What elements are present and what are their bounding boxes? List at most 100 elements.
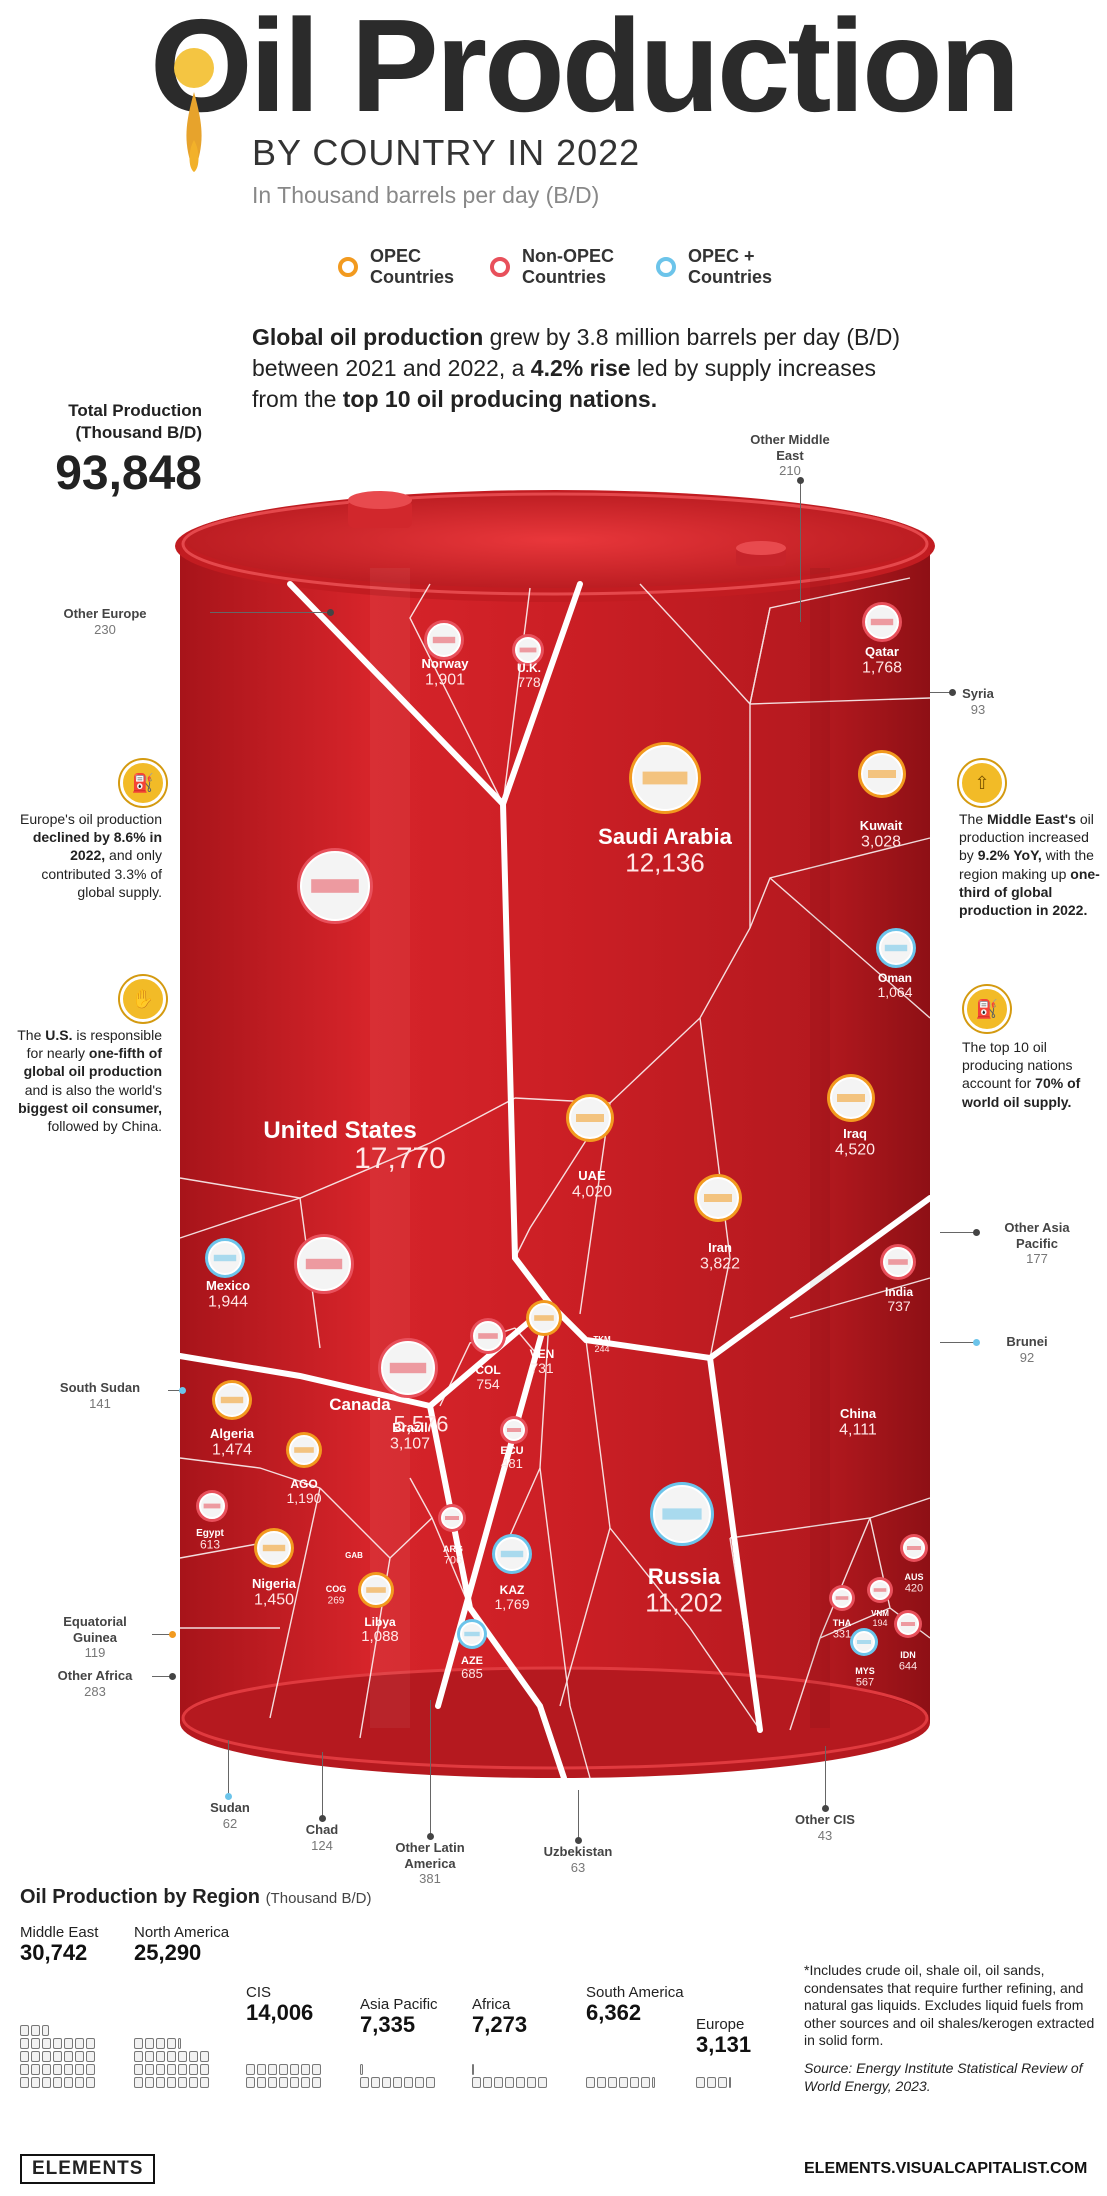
value-algeria: 1,474 <box>212 1441 252 1458</box>
region-barrel-africa <box>472 2077 481 2088</box>
intro-bold-5: top 10 oil producing nations. <box>342 385 658 412</box>
leader-line-other-middle-east <box>800 480 801 622</box>
value-iran: 3,822 <box>700 1255 740 1272</box>
region-barrel-north-america <box>134 2077 143 2088</box>
region-barrel-middle-east <box>86 2038 95 2049</box>
region-barrel-middle-east <box>64 2038 73 2049</box>
label-iran: Iran <box>708 1240 732 1255</box>
region-barrel-middle-east <box>31 2038 40 2049</box>
arrow-up-icon: ⇧ <box>959 760 1005 806</box>
flag-mys <box>850 1628 878 1656</box>
total-production-value: 93,848 <box>55 447 202 500</box>
region-barrel-cis <box>301 2064 310 2075</box>
flag-band-mys <box>857 1640 871 1644</box>
legend-opec-label: OPEC Countries <box>370 246 455 287</box>
region-value-europe: 3,131 <box>696 2032 752 2057</box>
region-barrel-north-america <box>167 2064 176 2075</box>
value-arg: 706 <box>444 1554 462 1566</box>
outside-label-name: South Sudan <box>59 1380 141 1395</box>
region-name-asia-pacific: Asia Pacific <box>360 1996 438 2013</box>
region-barrel-middle-east <box>75 2064 84 2075</box>
label-gab: GAB <box>345 1551 363 1560</box>
flag-band-canada <box>305 1258 343 1270</box>
europe-callout-text-c: and only contributed 3.3% of global supp… <box>41 847 162 900</box>
leader-dot-other-asia-pacific <box>973 1229 980 1236</box>
region-barrel-cis <box>279 2077 288 2088</box>
region-barrel-asia-pacific <box>426 2077 435 2088</box>
outside-label-value: 230 <box>94 621 116 637</box>
region-barrel-north-america <box>156 2051 165 2062</box>
region-barrel-middle-east <box>53 2051 62 2062</box>
flag-band-norway <box>432 636 456 644</box>
value-russia: 11,202 <box>645 1588 723 1618</box>
leader-line-other-asia-pacific <box>940 1232 976 1233</box>
flag-qatar <box>862 602 902 642</box>
region-barrel-europe <box>718 2077 727 2088</box>
flag-saudi-arabia <box>629 742 701 814</box>
outside-label-name: Syria <box>962 686 994 701</box>
label-india: India <box>885 1285 913 1299</box>
label-tkm: TKM <box>593 1335 611 1344</box>
label-norway: Norway <box>422 656 470 671</box>
leader-dot-syria <box>949 689 956 696</box>
legend-opec-plus: OPEC + Countries <box>656 246 788 287</box>
value-canada: 5,576 <box>393 1411 448 1436</box>
leader-dot-brunei <box>973 1339 980 1346</box>
region-barrel-middle-east <box>75 2038 84 2049</box>
value-mexico: 1,944 <box>208 1293 248 1310</box>
page-title: Oil Production <box>150 0 1020 139</box>
label-uae: UAE <box>578 1168 606 1183</box>
region-barrel-middle-east <box>20 2051 29 2062</box>
region-name-south-america: South America <box>586 1984 684 2001</box>
footnote: *Includes crude oil, shale oil, oil sand… <box>804 1962 1095 2048</box>
leader-dot-other-latin-america <box>427 1833 434 1840</box>
outside-label-name: Brunei <box>1006 1334 1048 1349</box>
region-name-middle-east: Middle East <box>20 1924 99 1941</box>
region-barrel-cis <box>290 2077 299 2088</box>
flag-kaz <box>492 1534 532 1574</box>
value-aze: 685 <box>461 1666 483 1681</box>
region-barrel-middle-east <box>64 2051 73 2062</box>
region-barrel-africa <box>483 2077 492 2088</box>
region-barrel-north-america <box>189 2077 198 2088</box>
flag-russia <box>650 1482 714 1546</box>
flag-band-u-k <box>519 647 537 653</box>
outside-label-value: 43 <box>817 1827 833 1843</box>
flag-vnm <box>867 1577 893 1603</box>
region-barrel-middle-east <box>31 2064 40 2075</box>
outside-label-value: 119 <box>84 1645 106 1661</box>
region-barrel-middle-east <box>31 2025 40 2036</box>
flag-canada <box>294 1234 354 1294</box>
region-barrel-cis <box>257 2077 266 2088</box>
middle-east-callout: The Middle East's oil production increas… <box>959 810 1105 919</box>
leader-dot-other-cis <box>822 1805 829 1812</box>
region-barrel-asia-pacific <box>393 2077 402 2088</box>
flag-aze <box>457 1619 487 1649</box>
barrel-body <box>180 548 930 1761</box>
outside-label-value: 124 <box>311 1837 333 1853</box>
flag-col <box>470 1318 506 1354</box>
flag-ecu <box>500 1416 528 1444</box>
top10-callout: The top 10 oil producing nations account… <box>962 1038 1104 1111</box>
region-barrel-middle-east <box>64 2077 73 2088</box>
unit-label: In Thousand barrels per day (B/D) <box>252 182 600 208</box>
label-ven: VEN <box>530 1347 555 1361</box>
flag-band-kaz <box>500 1550 524 1558</box>
flag-band-kuwait <box>868 770 896 778</box>
flag-band-idn <box>901 1622 915 1626</box>
region-barrel-middle-east <box>42 2038 51 2049</box>
flag-band-libya <box>366 1587 386 1593</box>
region-barrel-north-america <box>178 2077 187 2088</box>
flag-india <box>880 1244 916 1280</box>
flag-iran <box>694 1174 742 1222</box>
region-barrel-middle-east <box>86 2064 95 2075</box>
region-barrel-africa <box>527 2077 536 2088</box>
region-barrel-middle-east <box>53 2038 62 2049</box>
leader-line-other-latin-america <box>430 1700 431 1836</box>
region-barrel-south-america <box>586 2077 595 2088</box>
source-note: Source: Energy Institute Statistical Rev… <box>804 2060 1083 2094</box>
middle-east-bold-f: one-third of global production in 2022. <box>959 865 1100 918</box>
region-barrel-middle-east <box>42 2025 49 2036</box>
flag-markers <box>196 602 928 1656</box>
